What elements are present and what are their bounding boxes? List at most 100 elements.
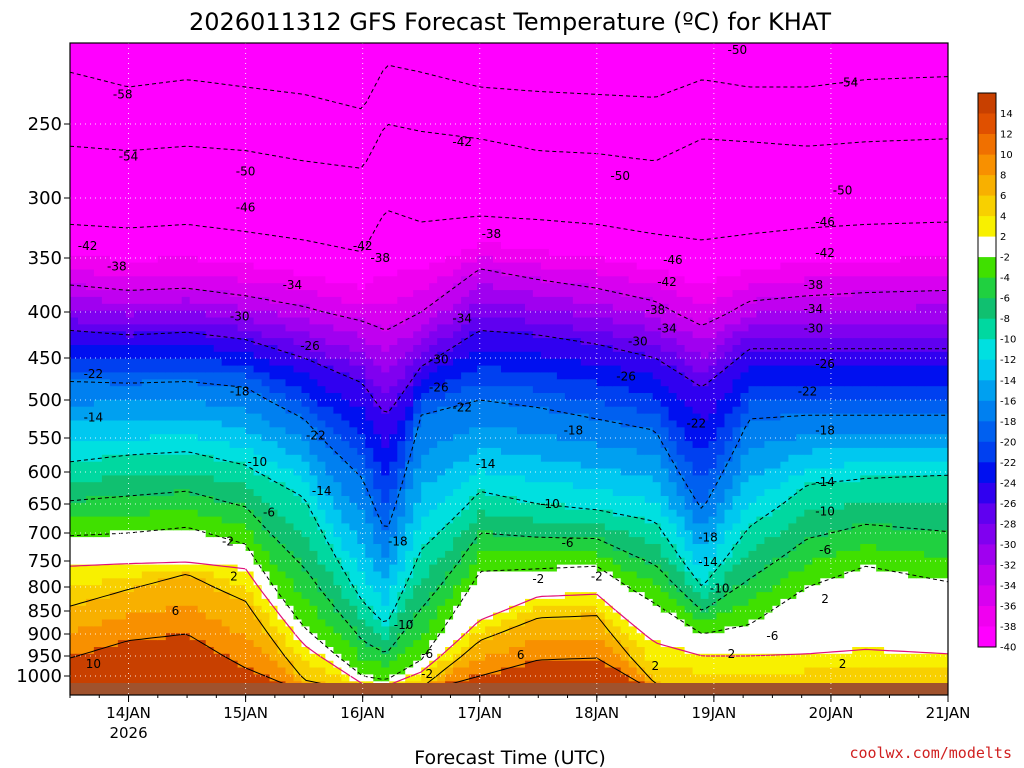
contour-label: -22 [452, 401, 472, 415]
contour-label: -18 [698, 531, 718, 545]
colorbar-frame [977, 92, 997, 648]
x-tick-label: 20JAN [809, 704, 854, 722]
colorbar-label: -22 [1000, 458, 1016, 469]
colorbar-swatch [978, 216, 996, 238]
colorbar-swatch [978, 277, 996, 299]
contour-label: -42 [657, 275, 677, 289]
colorbar-label: -12 [1000, 355, 1016, 366]
colorbar-swatch [978, 585, 996, 607]
y-tick-label: 500 [28, 390, 62, 411]
colorbar-swatch [978, 359, 996, 381]
isotherm-line--42 [70, 210, 948, 253]
colorbar-swatch [978, 482, 996, 504]
contour-label: -46 [663, 253, 683, 267]
contour-label: -34 [804, 302, 824, 316]
colorbar-swatch [978, 236, 996, 258]
contour-label: -6 [819, 543, 831, 557]
colorbar-swatch [978, 503, 996, 525]
colorbar-swatch [978, 421, 996, 443]
contour-label: -38 [645, 303, 665, 317]
chart-title: 2026011312 GFS Forecast Temperature (ºC)… [189, 8, 831, 36]
colorbar-label: -38 [1000, 622, 1016, 633]
colorbar-label: -14 [1000, 376, 1016, 387]
contour-label: -30 [230, 310, 250, 324]
isotherm-line--6 [70, 490, 948, 653]
contour-label: -50 [236, 164, 256, 178]
y-tick-label: 1000 [16, 666, 62, 687]
plot-area: -58-54-50-46-42-38-34-30-26-22-18-14-10-… [69, 42, 949, 696]
colorbar-label: 10 [1000, 150, 1013, 161]
colorbar-label: -2 [1000, 253, 1010, 264]
contour-label: -34 [452, 311, 472, 325]
contour-label: -34 [657, 322, 677, 336]
x-tick-label: 18JAN [574, 704, 619, 722]
y-axis: 2503003504004505005506006507007508008509… [16, 114, 70, 687]
contour-label: -50 [610, 169, 630, 183]
colorbar-label: -6 [1000, 294, 1010, 305]
contour-label: -10 [540, 497, 560, 511]
surface-strip [70, 683, 948, 695]
y-tick-label: 550 [28, 428, 62, 449]
y-tick-label: 400 [28, 302, 62, 323]
isotherm-line-2 [70, 561, 948, 687]
contour-label: -2 [222, 534, 234, 548]
contour-label: -26 [815, 357, 835, 371]
contour-label: -10 [247, 455, 267, 469]
credit-text: coolwx.com/modelts [849, 744, 1012, 762]
colorbar-swatch [978, 257, 996, 279]
contour-label: -6 [421, 647, 433, 661]
colorbar-label: -32 [1000, 560, 1016, 571]
contour-label: -14 [476, 457, 496, 471]
contour-label: -14 [815, 475, 835, 489]
colorbar-swatch [978, 400, 996, 422]
colorbar-label: -28 [1000, 519, 1016, 530]
colorbar-swatch [978, 175, 996, 197]
colorbar-swatch [978, 626, 996, 648]
contour-label: -42 [815, 246, 835, 260]
colorbar-swatch [978, 380, 996, 402]
y-tick-label: 850 [28, 601, 62, 622]
colorbar-label: 14 [1000, 109, 1013, 120]
contour-label: -42 [452, 135, 472, 149]
x-axis-label: Forecast Time (UTC) [414, 747, 605, 768]
isotherm-line--2 [70, 526, 948, 680]
contour-label: -30 [628, 334, 648, 348]
isotherm-line--18 [70, 381, 948, 528]
contour-label: 2 [821, 592, 829, 606]
contour-label: -46 [236, 201, 256, 215]
colorbar-swatch [978, 318, 996, 340]
colorbar-label: -30 [1000, 540, 1016, 551]
colorbar-swatch [978, 134, 996, 155]
colorbar: 14 12 10 8 6 4 2 -2 -4 -6 -8 -10 -12 -14 -16 -18 -20 -22 -… [977, 92, 1016, 654]
contour-label: -6 [263, 506, 275, 520]
contour-label: -2 [591, 570, 603, 584]
y-tick-label: 950 [28, 646, 62, 667]
colorbar-label: -36 [1000, 602, 1016, 613]
x-axis: 14JAN 2026 15JAN 16JAN 17JAN 18JAN 19JAN 20JAN 2… [69, 695, 970, 742]
colorbar-label: -40 [1000, 643, 1016, 654]
contour-label: -18 [230, 385, 250, 399]
y-tick-label: 900 [28, 624, 62, 645]
colorbar-swatch [978, 606, 996, 627]
colorbar-label: -20 [1000, 437, 1016, 448]
contour-label: -26 [300, 339, 320, 353]
colorbar-swatch [978, 298, 996, 320]
y-tick-label: 250 [28, 114, 62, 135]
contour-label: -46 [815, 215, 835, 229]
x-tick-label: 14JAN [106, 704, 151, 722]
isotherm-line--34 [70, 268, 948, 330]
contour-label: -38 [107, 260, 127, 274]
colorbar-label: -4 [1000, 273, 1010, 284]
contour-label: -14 [312, 484, 332, 498]
contour-label: -22 [84, 367, 104, 381]
contour-label: -58 [113, 87, 133, 101]
contour-label: 2 [728, 647, 736, 661]
contour-label: -50 [727, 43, 747, 57]
y-tick-label: 450 [28, 348, 62, 369]
contour-label: -10 [815, 505, 835, 519]
contour-label: -6 [562, 536, 574, 550]
colorbar-swatch [978, 462, 996, 484]
colorbar-label: 6 [1000, 191, 1006, 202]
contour-label: -2 [532, 572, 544, 586]
colorbar-label: 4 [1000, 212, 1006, 223]
